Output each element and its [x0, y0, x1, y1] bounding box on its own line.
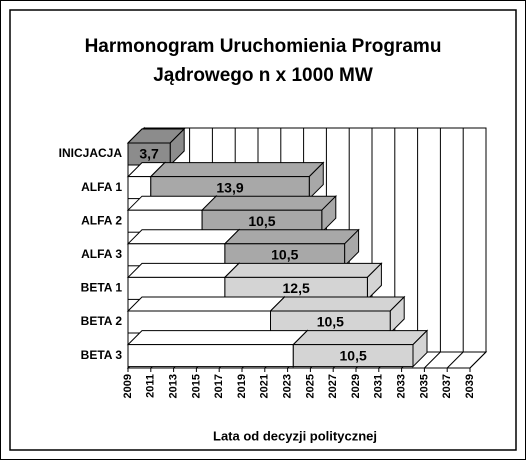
bar: [127, 209, 203, 233]
x-axis-title: Lata od decyzji politycznej: [213, 428, 377, 443]
x-tick-label: 2027: [327, 374, 339, 398]
bar-top: [149, 162, 325, 178]
bar: [127, 276, 226, 300]
category-label: ALFA 3: [81, 247, 122, 261]
value-label: 10,5: [340, 347, 367, 363]
floor-grid-line: [469, 351, 487, 369]
value-label: 10,5: [317, 314, 344, 330]
x-tick-label: 2037: [441, 374, 453, 398]
x-tick-label: 2039: [464, 374, 476, 398]
x-tick-label: 2019: [236, 374, 248, 398]
category-label: BETA 3: [81, 348, 123, 362]
value-label: 3,7: [139, 146, 159, 162]
bar-top: [292, 330, 429, 346]
x-tick-label: 2025: [304, 374, 316, 398]
value-label: 13,9: [216, 179, 243, 195]
bar-top: [269, 296, 406, 312]
x-tick-label: 2011: [145, 374, 157, 398]
x-tick-label: 2021: [259, 374, 271, 398]
x-tick-label: 2033: [396, 374, 408, 398]
category-label: BETA 1: [81, 281, 123, 295]
value-label: 10,5: [248, 213, 275, 229]
category-label: ALFA 2: [81, 213, 122, 227]
category-label: BETA 2: [81, 314, 123, 328]
value-label: 10,5: [271, 247, 298, 263]
bar-top: [223, 262, 383, 278]
bar-top: [223, 229, 360, 245]
bar: [127, 176, 152, 200]
x-tick-label: 2035: [418, 374, 430, 398]
bar: [127, 310, 271, 334]
category-label: ALFA 1: [81, 180, 122, 194]
chart-frame: [9, 9, 517, 451]
chart-title: Harmonogram Uruchomienia Programu: [85, 36, 442, 57]
x-tick-label: 2031: [373, 374, 385, 398]
x-tick-label: 2029: [350, 374, 362, 398]
bar: [292, 344, 414, 368]
floor-grid-line: [424, 351, 441, 369]
bar-top: [126, 296, 286, 312]
x-tick-label: 2017: [213, 374, 225, 398]
category-label: INICJACJA: [59, 146, 123, 160]
bar-top: [126, 330, 309, 346]
bar-top: [200, 195, 338, 211]
bar-top: [126, 195, 218, 211]
x-tick-label: 2013: [168, 374, 180, 398]
bar: [127, 344, 294, 368]
chart-subtitle: Jądrowego n x 1000 MW: [153, 65, 373, 86]
value-label: 12,5: [283, 280, 310, 296]
floor-grid-line: [446, 351, 464, 369]
bar-top: [126, 262, 241, 278]
x-tick-label: 2023: [282, 374, 294, 398]
bar: [127, 243, 226, 267]
x-tick-label: 2009: [122, 374, 134, 398]
x-tick-label: 2015: [190, 374, 202, 398]
bar-top: [126, 229, 241, 245]
